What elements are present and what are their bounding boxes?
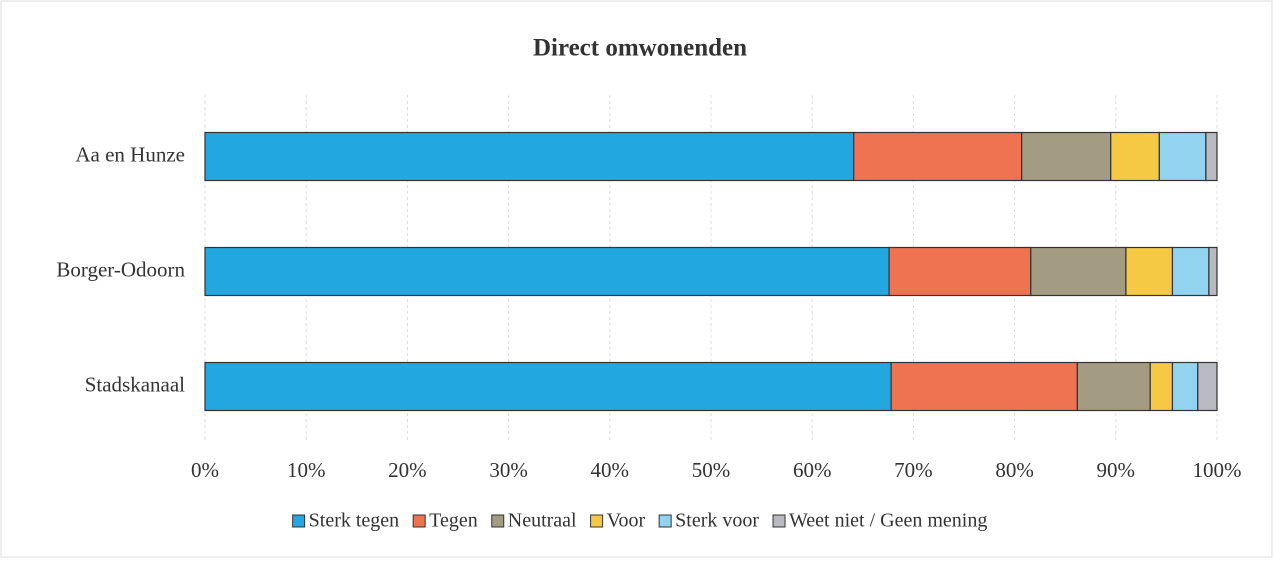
bar-segment	[1076, 361, 1151, 412]
bar-segment	[1125, 246, 1174, 297]
x-tick-label: 100%	[1193, 458, 1242, 482]
x-tick-label: 90%	[1097, 458, 1136, 482]
x-tick-label: 0%	[191, 458, 219, 482]
bar-segment	[204, 246, 890, 297]
bar-segment	[1158, 131, 1207, 182]
chart-title: Direct omwonenden	[533, 35, 747, 62]
bar-segment	[1197, 361, 1218, 412]
legend-label: Voor	[607, 510, 646, 532]
bar-segment	[1171, 361, 1199, 412]
y-tick-label: Borger-Odoorn	[56, 257, 185, 281]
legend-label: Sterk voor	[675, 510, 759, 532]
legend-swatch	[772, 514, 786, 528]
legend-swatch	[412, 514, 426, 528]
x-tick-label: 20%	[388, 458, 427, 482]
legend-swatch	[590, 514, 604, 528]
x-tick-label: 30%	[489, 458, 528, 482]
x-tick-label: 40%	[591, 458, 630, 482]
legend-swatch	[491, 514, 505, 528]
bar-segment	[888, 246, 1032, 297]
bar-segment	[204, 361, 892, 412]
bar-segment	[1110, 131, 1160, 182]
bar-segment	[1021, 131, 1112, 182]
x-tick-label: 10%	[287, 458, 326, 482]
legend-swatch	[658, 514, 672, 528]
bar-segment	[853, 131, 1023, 182]
bar-segment	[1208, 246, 1218, 297]
x-tick-label: 50%	[692, 458, 731, 482]
bar-segment	[204, 131, 855, 182]
legend-label: Sterk tegen	[309, 510, 400, 532]
y-tick-label: Aa en Hunze	[75, 142, 185, 166]
legend-label: Weet niet / Geen mening	[789, 510, 987, 532]
x-tick-label: 80%	[995, 458, 1034, 482]
y-tick-label: Stadskanaal	[85, 372, 185, 396]
bar-segment	[1205, 131, 1218, 182]
legend-label: Tegen	[429, 510, 478, 532]
bar-segment	[1149, 361, 1174, 412]
x-tick-label: 70%	[894, 458, 933, 482]
bar-segment	[1171, 246, 1210, 297]
bar-segment	[890, 361, 1078, 412]
x-tick-label: 60%	[793, 458, 832, 482]
legend-label: Neutraal	[508, 510, 577, 532]
legend-swatch	[292, 514, 306, 528]
bar-segment	[1030, 246, 1127, 297]
